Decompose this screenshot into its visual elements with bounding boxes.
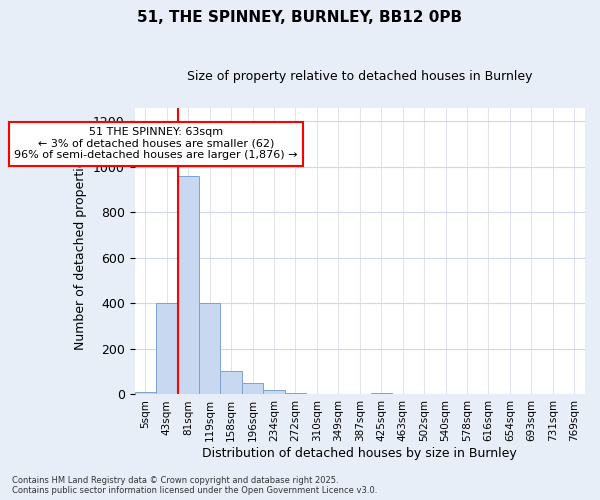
X-axis label: Distribution of detached houses by size in Burnley: Distribution of detached houses by size …: [202, 447, 517, 460]
Bar: [220, 370, 242, 394]
Bar: [285, 392, 306, 394]
Text: 51 THE SPINNEY: 63sqm
← 3% of detached houses are smaller (62)
96% of semi-detac: 51 THE SPINNEY: 63sqm ← 3% of detached h…: [14, 127, 298, 160]
Bar: [242, 383, 263, 394]
Y-axis label: Number of detached properties: Number of detached properties: [74, 152, 88, 350]
Bar: [134, 392, 156, 394]
Text: 51, THE SPINNEY, BURNLEY, BB12 0PB: 51, THE SPINNEY, BURNLEY, BB12 0PB: [137, 10, 463, 25]
Bar: [199, 304, 220, 394]
Text: Contains HM Land Registry data © Crown copyright and database right 2025.
Contai: Contains HM Land Registry data © Crown c…: [12, 476, 377, 495]
Bar: [178, 176, 199, 394]
Bar: [156, 304, 178, 394]
Title: Size of property relative to detached houses in Burnley: Size of property relative to detached ho…: [187, 70, 533, 83]
Bar: [263, 390, 285, 394]
